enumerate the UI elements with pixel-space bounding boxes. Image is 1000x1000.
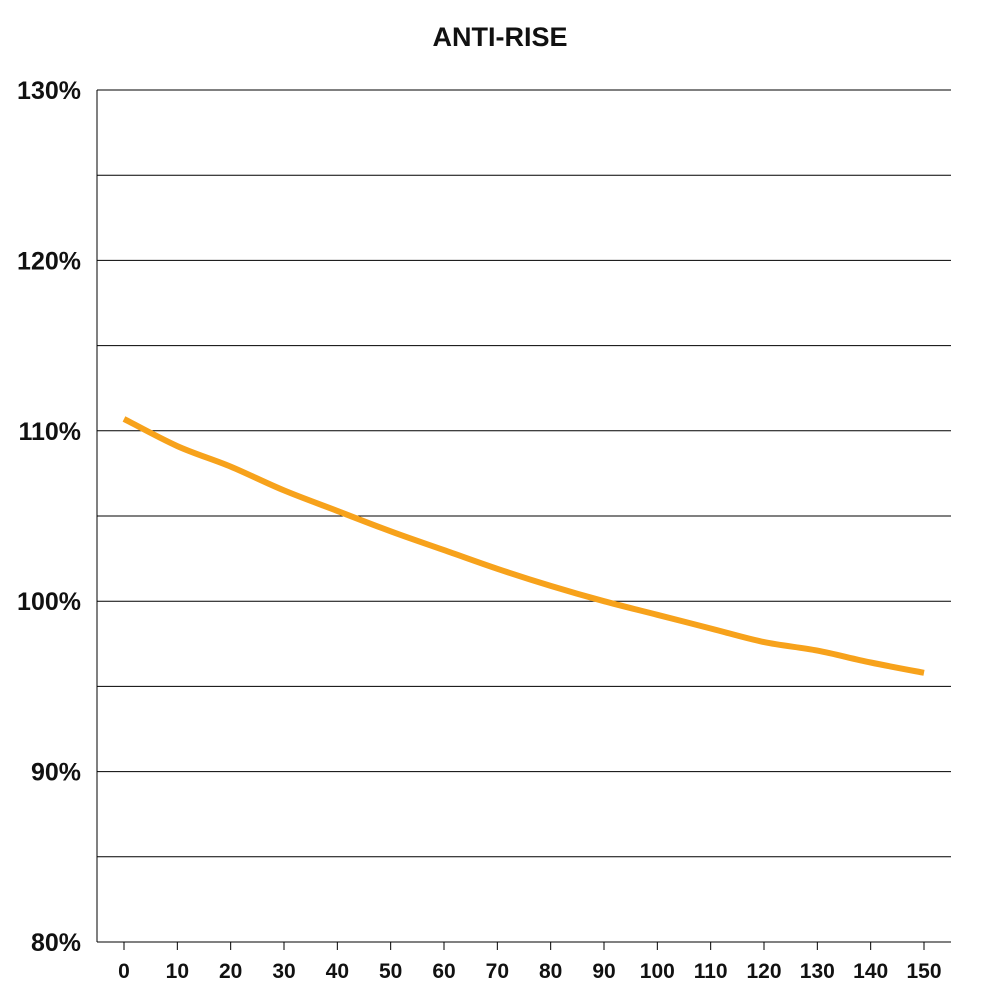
y-tick-label: 80%	[31, 929, 81, 957]
y-axis-ticks: 80% 90% 100% 110% 120% 130%	[17, 77, 81, 957]
x-tick-label: 70	[486, 960, 509, 983]
x-tick-label: 150	[906, 960, 941, 983]
y-tick-label: 100%	[17, 588, 81, 616]
y-tick-label: 90%	[31, 759, 81, 787]
x-axis-ticks: 0 10 20 30 40 50 60 70 80 90 100 110 120 130 140 150	[118, 942, 942, 983]
x-tick-label: 110	[694, 960, 728, 983]
x-tick-label: 140	[853, 960, 888, 983]
axes	[96, 90, 951, 943]
gridlines	[97, 89, 951, 858]
x-tick-label: 20	[219, 960, 242, 983]
x-tick-label: 30	[272, 960, 295, 983]
x-tick-label: 90	[592, 960, 615, 983]
x-tick-label: 60	[432, 960, 455, 983]
x-tick-label: 50	[379, 960, 402, 983]
y-tick-label: 110%	[18, 418, 81, 446]
x-tick-label: 130	[800, 960, 835, 983]
chart-title: ANTI-RISE	[433, 22, 568, 52]
y-tick-label: 120%	[17, 247, 81, 275]
x-tick-label: 120	[746, 960, 781, 983]
series-line	[122, 416, 925, 676]
x-tick-label: 100	[640, 960, 675, 983]
x-tick-label: 80	[539, 960, 562, 983]
y-tick-label: 130%	[17, 77, 81, 105]
x-tick-label: 10	[166, 960, 189, 983]
x-tick-label: 40	[326, 960, 349, 983]
x-tick-label: 0	[118, 960, 130, 983]
series-group	[122, 416, 925, 676]
